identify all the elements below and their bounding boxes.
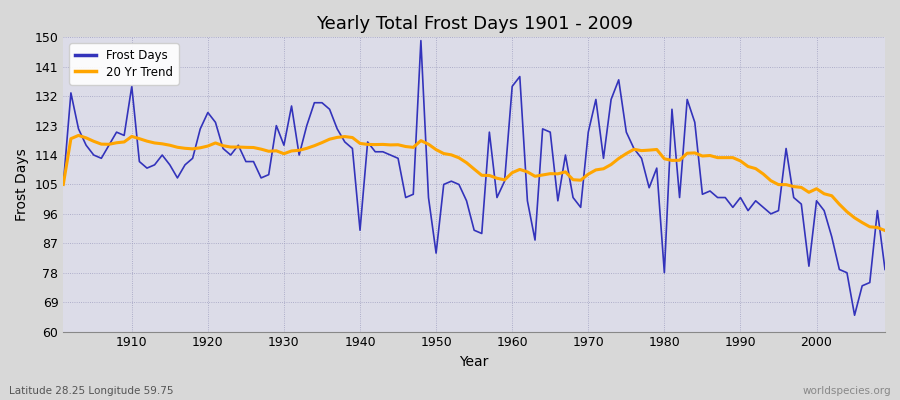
Legend: Frost Days, 20 Yr Trend: Frost Days, 20 Yr Trend <box>69 43 179 84</box>
Line: 20 Yr Trend: 20 Yr Trend <box>63 136 885 230</box>
Frost Days <box>416 38 427 43</box>
20 Yr Trend <box>606 162 616 167</box>
Frost Days <box>850 313 860 318</box>
Text: Latitude 28.25 Longitude 59.75: Latitude 28.25 Longitude 59.75 <box>9 386 174 396</box>
20 Yr Trend <box>293 148 304 153</box>
Line: Frost Days: Frost Days <box>63 41 885 315</box>
Title: Yearly Total Frost Days 1901 - 2009: Yearly Total Frost Days 1901 - 2009 <box>316 15 633 33</box>
Frost Days <box>606 97 616 102</box>
Y-axis label: Frost Days: Frost Days <box>15 148 29 221</box>
20 Yr Trend <box>339 134 350 139</box>
Frost Days <box>58 182 68 187</box>
20 Yr Trend <box>507 170 517 175</box>
Frost Days <box>879 267 890 272</box>
Frost Days <box>119 133 130 138</box>
Frost Days <box>332 126 343 131</box>
Text: worldspecies.org: worldspecies.org <box>803 386 891 396</box>
20 Yr Trend <box>58 182 68 187</box>
Frost Days <box>507 84 517 89</box>
20 Yr Trend <box>879 228 890 233</box>
20 Yr Trend <box>515 167 526 172</box>
X-axis label: Year: Year <box>460 355 489 369</box>
20 Yr Trend <box>73 133 84 138</box>
Frost Days <box>515 74 526 79</box>
Frost Days <box>286 104 297 108</box>
20 Yr Trend <box>126 134 137 139</box>
